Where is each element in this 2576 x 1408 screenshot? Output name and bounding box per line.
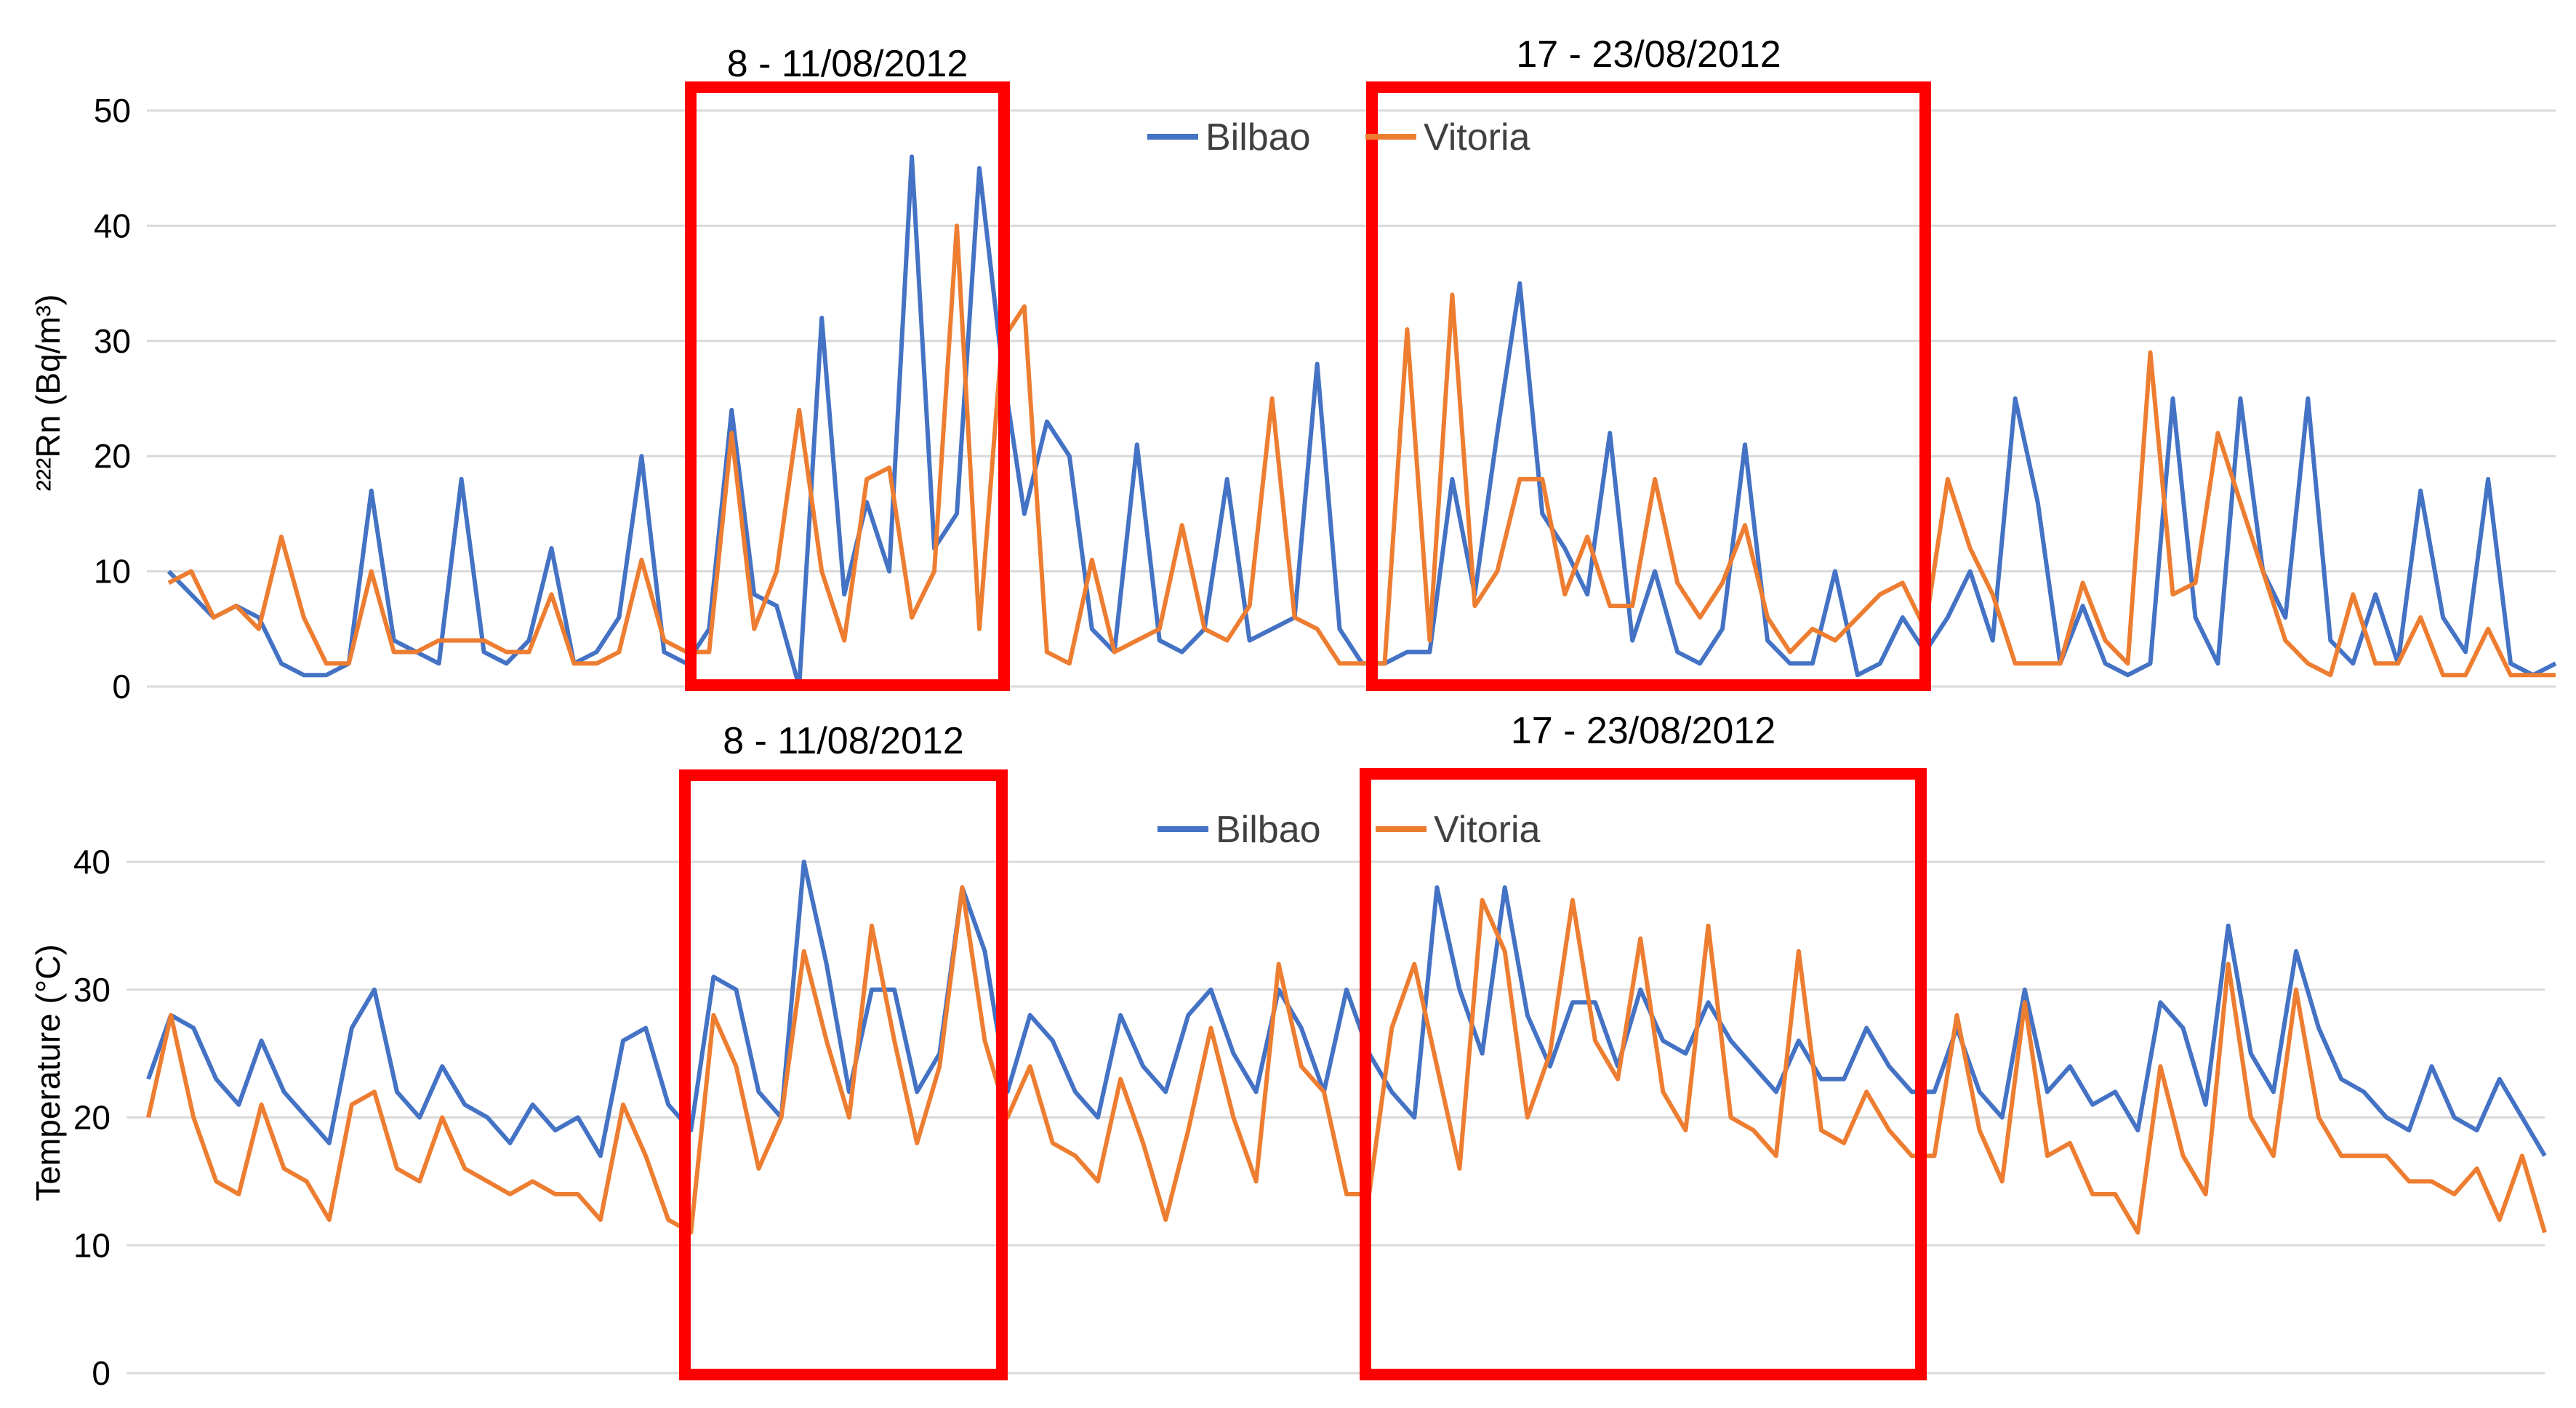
legend-label: Bilbao <box>1216 809 1321 851</box>
temperature-y-tick-labels: 0 10 20 30 40 <box>73 843 111 1392</box>
highlight-box-label: 17 - 23/08/2012 <box>1516 33 1781 76</box>
temperature-y-axis-title: Temperature (°C) <box>29 944 67 1201</box>
legend-label: Vitoria <box>1434 809 1541 851</box>
radon-highlight-boxes: 8 - 11/08/2012 17 - 23/08/2012 <box>685 33 1931 691</box>
y-tick-label: 30 <box>73 971 111 1009</box>
y-tick-label: 40 <box>73 843 111 881</box>
temperature-legend: Bilbao Vitoria <box>1157 809 1541 851</box>
y-tick-label: 10 <box>94 553 131 591</box>
series-line-bilbao <box>166 154 2557 689</box>
radon-chart: 0 10 20 30 40 50 ²²²Rn (Bq/m³) 8 - 11/08/2012… <box>29 33 2557 705</box>
temperature-chart: 0 10 20 30 40 Temperature (°C) 8 - 11/08/201… <box>29 710 2547 1392</box>
y-tick-label: 0 <box>92 1354 111 1392</box>
y-tick-label: 50 <box>94 92 131 129</box>
series-line-bilbao <box>146 860 2547 1159</box>
series-line-vitoria <box>146 885 2547 1235</box>
y-tick-label: 20 <box>94 437 131 475</box>
y-tick-label: 20 <box>73 1099 111 1137</box>
y-tick-label: 40 <box>94 207 131 244</box>
radon-gridlines <box>147 109 2556 688</box>
y-tick-label: 30 <box>94 322 131 360</box>
highlight-box-label: 8 - 11/08/2012 <box>727 43 968 85</box>
highlight-box <box>679 769 1008 1380</box>
radon-legend: Bilbao Vitoria <box>1147 116 1530 159</box>
highlight-box-label: 17 - 23/08/2012 <box>1511 710 1775 752</box>
legend-label: Bilbao <box>1205 116 1311 159</box>
highlight-box-label: 8 - 11/08/2012 <box>723 720 964 762</box>
highlight-box <box>1360 768 1927 1380</box>
y-tick-label: 10 <box>73 1226 111 1264</box>
radon-y-axis-title: ²²²Rn (Bq/m³) <box>29 295 67 492</box>
legend-label: Vitoria <box>1424 116 1530 159</box>
radon-series-lines <box>166 154 2557 689</box>
series-line-vitoria <box>167 223 2556 678</box>
temperature-series-lines <box>146 860 2547 1235</box>
y-tick-label: 0 <box>112 668 131 705</box>
temperature-highlight-boxes: 8 - 11/08/2012 17 - 23/08/2012 <box>679 710 1927 1380</box>
highlight-box <box>685 81 1010 691</box>
radon-y-tick-labels: 0 10 20 30 40 50 <box>94 92 131 705</box>
highlight-box <box>1366 81 1931 691</box>
